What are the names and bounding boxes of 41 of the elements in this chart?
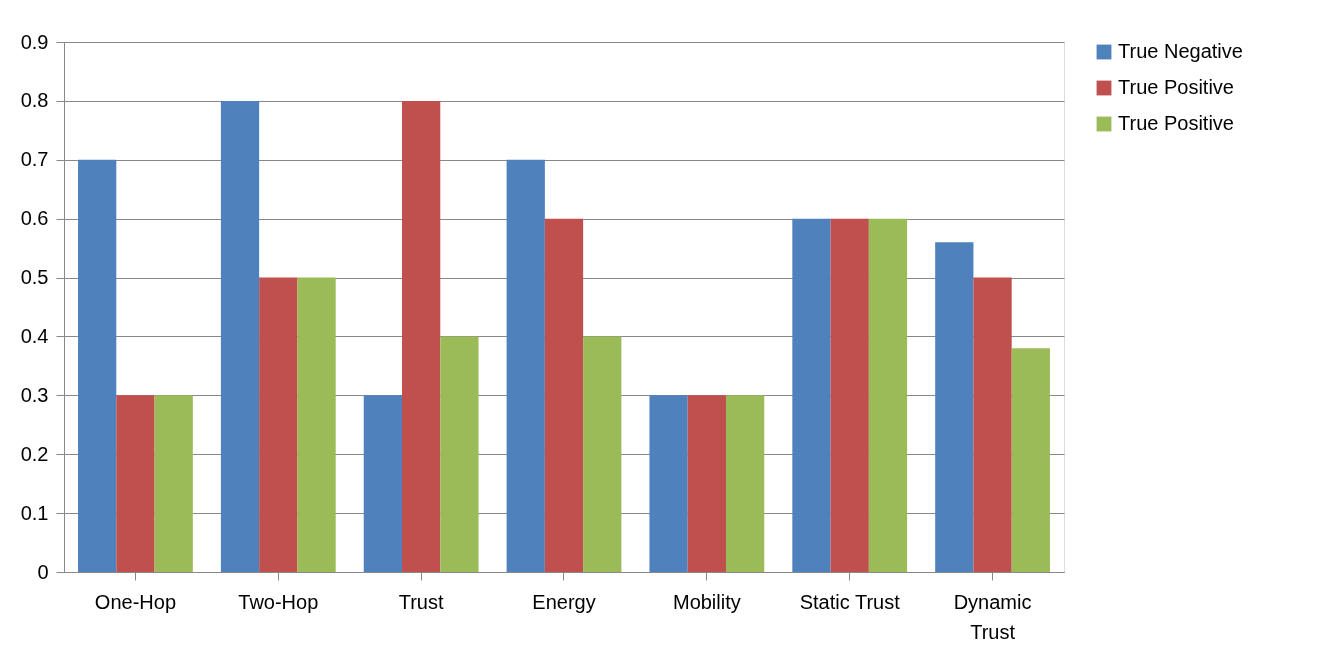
bar xyxy=(259,277,298,572)
y-tick-label: 0.3 xyxy=(20,383,49,406)
bar xyxy=(220,100,260,572)
y-tick-label: 0.6 xyxy=(20,207,49,230)
x-tick-label: Two-Hop xyxy=(238,590,319,613)
bar xyxy=(973,277,1012,572)
bar xyxy=(78,159,117,572)
bar xyxy=(725,395,765,572)
bar xyxy=(935,242,974,572)
bar xyxy=(1011,348,1050,572)
bar xyxy=(402,100,441,572)
y-tick-label: 0.1 xyxy=(20,501,49,524)
y-tick-label: 0.2 xyxy=(20,442,49,465)
bar xyxy=(649,395,688,572)
legend-label: True Negative xyxy=(1118,40,1243,62)
y-tick-label: 0.9 xyxy=(20,30,49,53)
x-tick-label: Trust xyxy=(398,590,444,613)
x-tick-label: Dynamic Trust xyxy=(953,590,1032,643)
bar xyxy=(868,218,908,572)
bar xyxy=(154,395,193,572)
y-tick-label: 0.7 xyxy=(20,148,49,171)
bar xyxy=(297,277,336,572)
bar xyxy=(687,395,726,572)
bar xyxy=(544,218,584,572)
y-tick-label: 0 xyxy=(37,560,49,583)
legend-label: True Positive xyxy=(1118,76,1234,98)
y-tick-label: 0.4 xyxy=(20,324,49,347)
bar xyxy=(830,218,869,572)
x-tick-label: Static Trust xyxy=(799,590,901,613)
x-tick-label: One-Hop xyxy=(94,590,177,613)
y-tick-label: 0.5 xyxy=(20,266,49,289)
bar xyxy=(116,395,155,572)
x-tick-label: Energy xyxy=(532,590,596,613)
x-tick-label: Mobility xyxy=(672,590,741,613)
bar xyxy=(440,336,479,572)
legend-label: True Positive xyxy=(1118,112,1234,134)
bar xyxy=(506,159,545,572)
bar xyxy=(583,336,622,572)
y-tick-label: 0.8 xyxy=(20,89,49,112)
bar xyxy=(792,218,831,572)
bar xyxy=(363,395,403,572)
